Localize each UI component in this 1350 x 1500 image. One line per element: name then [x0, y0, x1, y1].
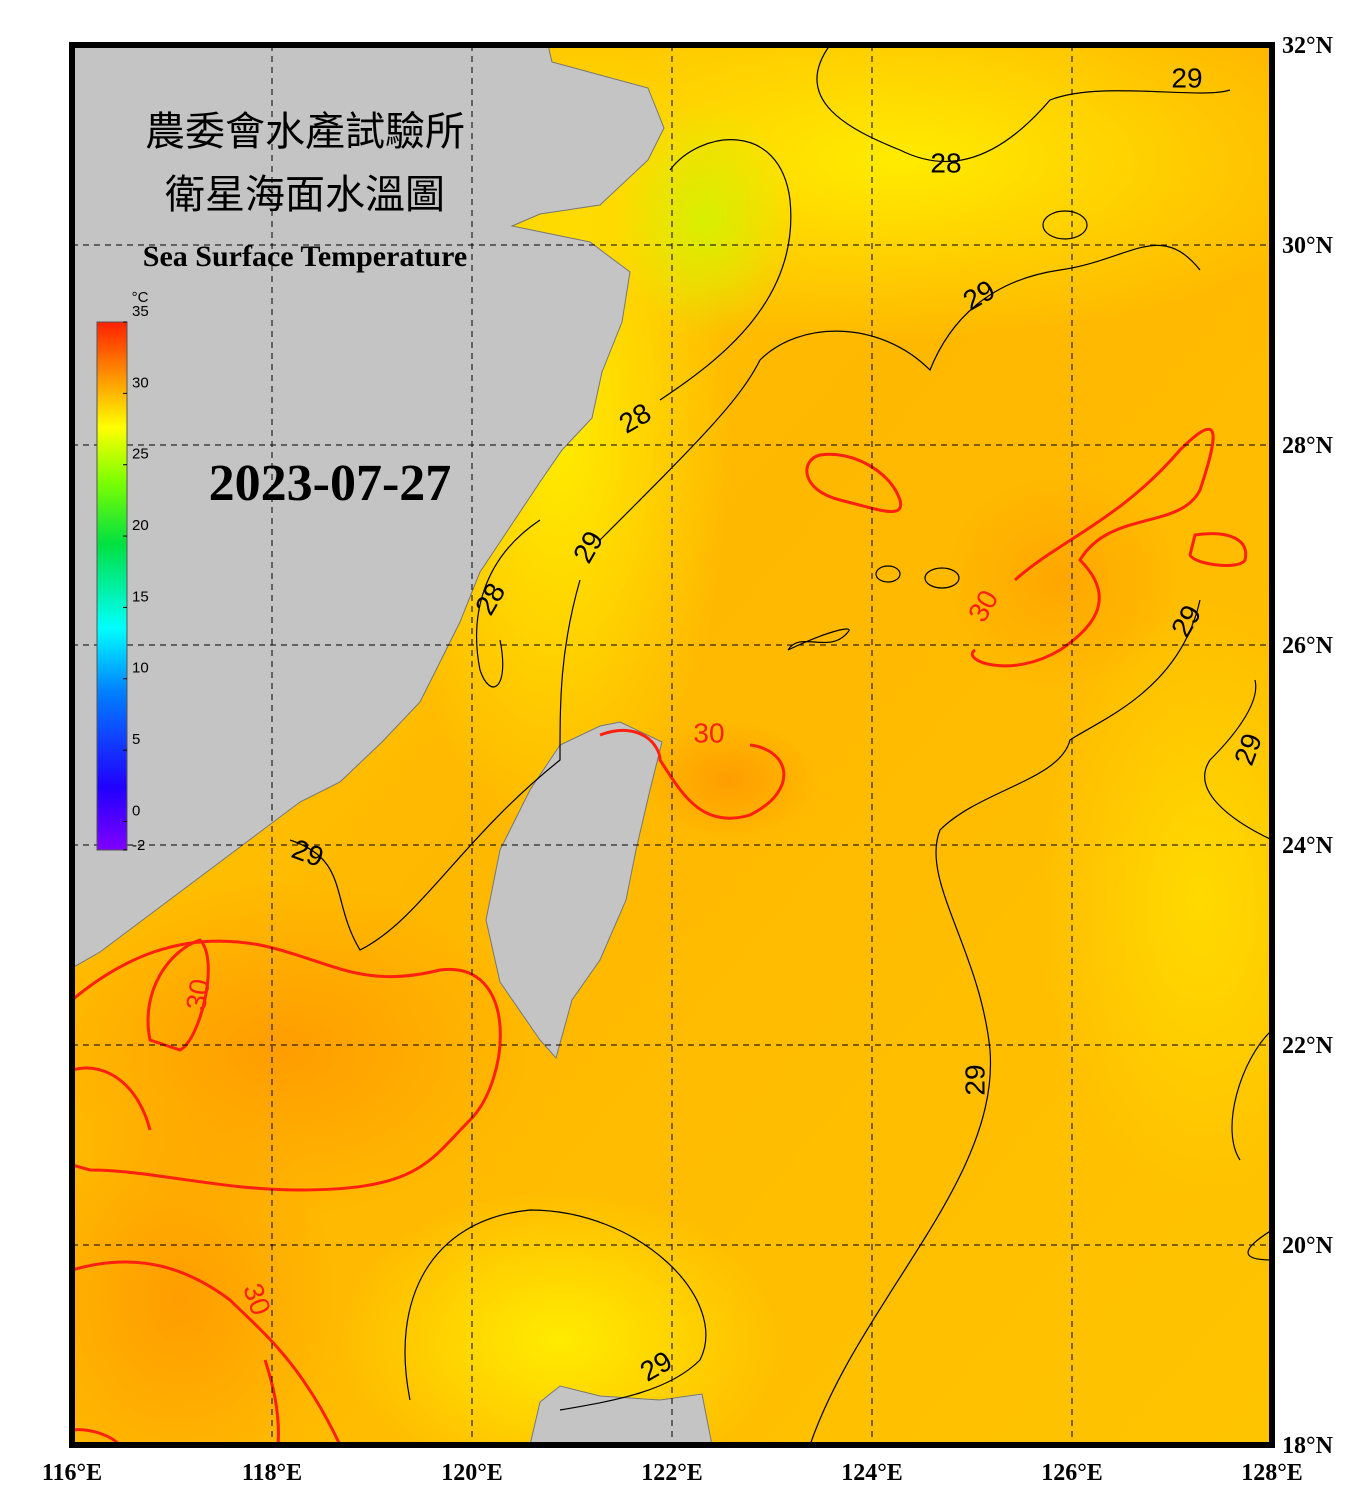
colorbar-tick-label: 35	[132, 303, 149, 320]
lat-label: 32°N	[1282, 33, 1334, 59]
colorbar-unit: °C	[132, 289, 149, 306]
map-field	[72, 45, 1272, 1445]
contour-label: 30	[180, 977, 216, 1013]
land-china	[72, 45, 665, 969]
land-luzon	[529, 1385, 713, 1445]
lon-label: 116°E	[42, 1460, 102, 1486]
contour-label: 29	[959, 1064, 990, 1095]
contours-red	[72, 427, 1248, 1445]
colorbar-tick-label: 30	[132, 374, 149, 391]
lat-label: 28°N	[1282, 433, 1334, 459]
colorbar-tick-label: 15	[132, 588, 149, 605]
colorbar-tick-label: 10	[132, 660, 149, 677]
contours-black	[289, 45, 1272, 1445]
graticule	[72, 45, 1272, 1445]
lon-label: 120°E	[441, 1460, 503, 1486]
lon-label: 126°E	[1041, 1460, 1103, 1486]
colorbar-tick-label: 20	[132, 517, 149, 534]
contour-label: 30	[693, 717, 724, 748]
lat-label: 24°N	[1282, 833, 1334, 859]
colorbar-tick-label: 5	[132, 731, 140, 748]
lon-label: 124°E	[841, 1460, 903, 1486]
lat-label: 20°N	[1282, 1233, 1334, 1259]
lon-label: 128°E	[1241, 1460, 1303, 1486]
colorbar	[96, 321, 128, 851]
subtitle-zh: 衛星海面水溫圖	[165, 172, 445, 217]
land-taiwan	[485, 721, 663, 1060]
colorbar-tick-label: -2	[132, 837, 145, 854]
lon-label: 122°E	[641, 1460, 703, 1486]
contour-label: 28	[930, 147, 961, 178]
lon-label: 118°E	[242, 1460, 302, 1486]
lat-label: 30°N	[1282, 233, 1334, 259]
lat-label: 18°N	[1282, 1433, 1334, 1459]
colorbar-tick-label: 25	[132, 446, 149, 463]
contour-label: 29	[1171, 62, 1202, 93]
colorbar-tick-label: 0	[132, 802, 140, 819]
lat-label: 22°N	[1282, 1033, 1334, 1059]
map-frame	[69, 42, 1275, 1448]
date: 2023-07-27	[209, 455, 452, 512]
lat-label: 26°N	[1282, 633, 1334, 659]
title-en: Sea Surface Temperature	[143, 240, 467, 273]
title-zh: 農委會水產試驗所	[145, 109, 465, 154]
